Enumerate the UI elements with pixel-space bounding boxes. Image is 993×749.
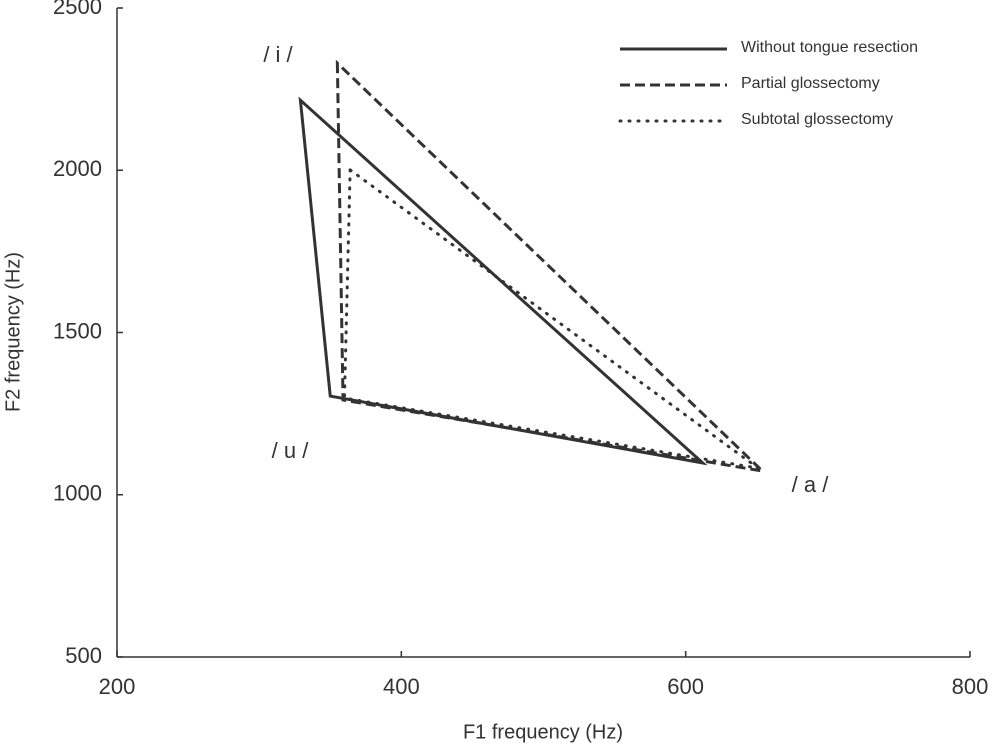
series-line [342, 167, 760, 470]
legend-label: Subtotal glossectomy [741, 111, 893, 128]
y-tick-label: 1000 [53, 481, 102, 506]
x-tick-label: 200 [99, 674, 136, 699]
x-tick-label: 800 [952, 674, 989, 699]
vowel-label: / i / [263, 42, 293, 67]
y-tick-label: 2000 [53, 156, 102, 181]
y-axis-title: F2 frequency (Hz) [2, 252, 24, 412]
legend-label: Without tongue resection [741, 39, 918, 56]
vowel-label: / a / [792, 472, 830, 497]
y-tick-label: 2500 [53, 0, 102, 19]
x-tick-label: 400 [383, 674, 420, 699]
legend-label: Partial glossectomy [741, 75, 880, 92]
y-tick-label: 500 [65, 643, 102, 668]
x-axis-title: F1 frequency (Hz) [463, 721, 623, 743]
y-tick-label: 1500 [53, 318, 102, 343]
series-line [335, 59, 767, 474]
x-tick-label: 600 [667, 674, 704, 699]
vowel-label: / u / [272, 438, 310, 463]
